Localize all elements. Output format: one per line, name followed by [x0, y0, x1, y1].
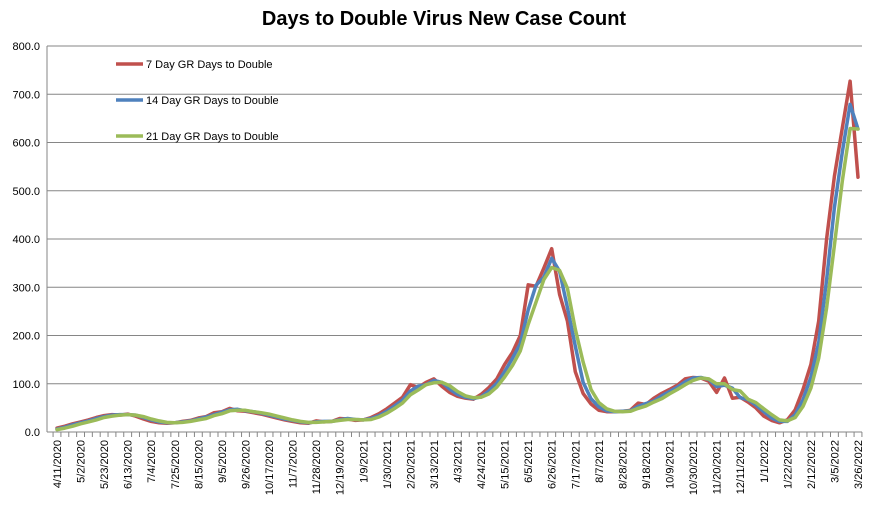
x-tick-label: 6/13/2020 — [123, 440, 135, 489]
y-tick-label: 300.0 — [12, 282, 40, 294]
x-tick-label: 11/20/2021 — [712, 440, 724, 494]
x-tick-label: 10/9/2021 — [665, 440, 677, 489]
x-tick-label: 10/30/2021 — [688, 440, 700, 495]
x-tick-label: 4/24/2021 — [476, 440, 488, 489]
series-lines — [55, 79, 860, 432]
x-tick-label: 7/17/2021 — [570, 440, 582, 489]
x-tick-label: 5/15/2021 — [500, 440, 512, 489]
x-tick-label: 1/9/2021 — [358, 440, 370, 483]
chart-title: Days to Double Virus New Case Count — [262, 8, 626, 30]
x-tick-label: 3/26/2022 — [853, 440, 865, 489]
y-tick-label: 0.0 — [25, 427, 40, 439]
x-tick-label: 11/7/2020 — [288, 440, 300, 488]
legend-label: 14 Day GR Days to Double — [146, 95, 279, 107]
y-tick-label: 400.0 — [12, 234, 40, 246]
gridlines — [47, 45, 862, 385]
series-line-3 — [55, 126, 860, 432]
y-tick-label: 100.0 — [12, 379, 40, 391]
y-tick-label: 500.0 — [12, 186, 40, 198]
x-tick-label: 5/23/2020 — [99, 440, 111, 489]
y-tick-label: 200.0 — [12, 331, 40, 343]
x-tick-label: 12/11/2021 — [735, 440, 747, 494]
x-tick-label: 2/12/2022 — [806, 440, 818, 489]
x-tick-label: 7/4/2020 — [146, 440, 158, 483]
x-tick-label: 1/30/2021 — [382, 440, 394, 489]
x-tick-label: 3/5/2022 — [829, 440, 841, 483]
legend-label: 21 Day GR Days to Double — [146, 131, 279, 143]
y-tick-label: 700.0 — [12, 89, 40, 101]
x-tick-label: 6/5/2021 — [523, 440, 535, 483]
x-tick-label: 1/1/2022 — [759, 440, 771, 483]
x-tick-label: 4/3/2021 — [453, 440, 465, 483]
y-tick-label: 600.0 — [12, 138, 40, 150]
x-tick-label: 8/28/2021 — [617, 440, 629, 489]
x-tick-label: 2/20/2021 — [405, 440, 417, 489]
x-tick-label: 4/11/2020 — [52, 440, 64, 488]
y-axis-labels: 0.0 100.0 200.0 300.0 400.0 500.0 600.0 700.0 80… — [12, 41, 40, 439]
x-tick-label: 7/25/2020 — [170, 440, 182, 489]
x-tick-label: 10/17/2020 — [264, 440, 276, 495]
x-tick-label: 9/5/2020 — [217, 440, 229, 483]
x-tick-label: 8/15/2020 — [193, 440, 205, 489]
x-tick-label: 12/19/2020 — [335, 440, 347, 495]
legend-label: 7 Day GR Days to Double — [146, 59, 273, 71]
x-tick-label: 8/7/2021 — [594, 440, 606, 483]
x-tick-label: 6/26/2021 — [547, 440, 559, 489]
y-tick-label: 800.0 — [12, 41, 40, 53]
x-axis: 4/11/2020 5/2/2020 5/23/2020 6/13/2020 7/4/2… — [46, 46, 865, 495]
x-tick-label: 9/26/2020 — [240, 440, 252, 489]
series-line-2 — [55, 102, 860, 431]
x-tick-label: 11/28/2020 — [311, 440, 323, 494]
legend: 7 Day GR Days to Double 14 Day GR Days to… — [116, 59, 279, 143]
x-tick-label: 3/13/2021 — [429, 440, 441, 489]
x-tick-label: 5/2/2020 — [76, 440, 88, 483]
x-tick-label: 1/22/2022 — [782, 440, 794, 489]
x-tick-label: 9/18/2021 — [641, 440, 653, 489]
